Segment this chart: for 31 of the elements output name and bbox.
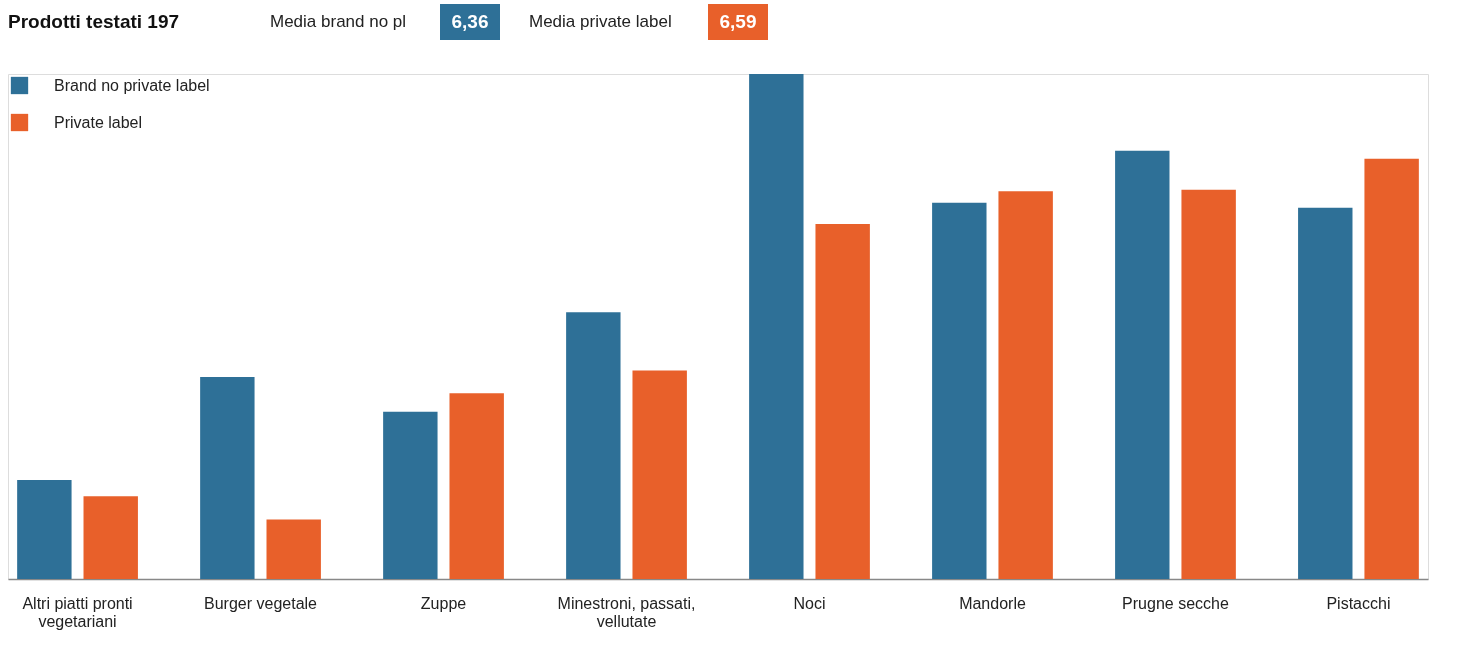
- x-tick-label: Pistacchi: [1326, 594, 1391, 612]
- bar: [1298, 207, 1353, 579]
- x-tick-label: Zuppe: [420, 594, 467, 612]
- bar: [1181, 189, 1236, 579]
- legend-label: Brand no private label: [54, 76, 210, 94]
- bar: [932, 202, 987, 579]
- bar: [566, 312, 621, 579]
- bar: [998, 191, 1053, 579]
- bar: [449, 393, 504, 579]
- bar: [17, 480, 72, 579]
- bar: [266, 519, 321, 579]
- x-tick-label: Mandorle: [959, 594, 1026, 612]
- x-tick-label: Noci: [793, 594, 826, 612]
- bar: [200, 377, 255, 579]
- x-tick-label: Burger vegetale: [204, 594, 318, 612]
- bar: [383, 411, 438, 579]
- bar: [83, 496, 138, 579]
- bar: [749, 74, 804, 579]
- bar: [815, 223, 870, 579]
- legend-label: Private label: [54, 113, 143, 131]
- x-tick-label: Altri piatti pronti vegetariani: [22, 594, 133, 630]
- text: 6,36: [451, 11, 489, 32]
- text: 6,59: [719, 11, 757, 32]
- x-tick-label: Prugne secche: [1122, 594, 1229, 612]
- bar: [1364, 158, 1419, 579]
- bar: [1115, 150, 1170, 579]
- text: Media private label: [529, 12, 672, 31]
- bar: [632, 370, 687, 579]
- chart-title: Prodotti testati 197: [8, 11, 180, 32]
- text: Media brand no pl: [270, 12, 407, 31]
- x-tick-label: Minestroni, passati, vellutate: [557, 594, 696, 630]
